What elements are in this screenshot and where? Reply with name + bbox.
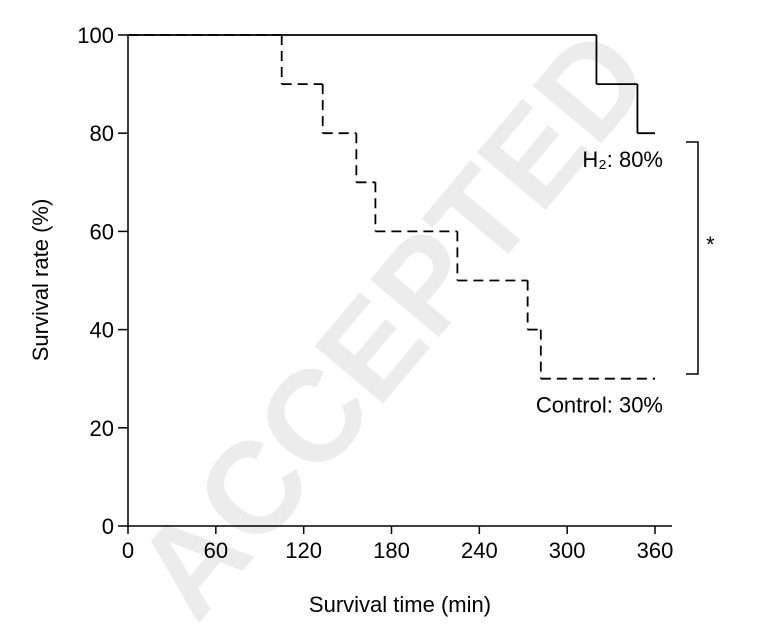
x-tick-label: 300: [549, 538, 586, 563]
y-tick-label: 40: [90, 318, 114, 343]
x-tick-label: 120: [285, 538, 322, 563]
x-tick-label: 60: [204, 538, 228, 563]
y-tick-label: 60: [90, 219, 114, 244]
significance-mark: *: [706, 232, 715, 257]
series-label: Control: 30%: [536, 393, 663, 418]
y-tick-label: 0: [102, 514, 114, 539]
x-axis-label: Survival time (min): [309, 592, 491, 617]
y-tick-label: 20: [90, 416, 114, 441]
x-tick-label: 0: [122, 538, 134, 563]
y-tick-label: 80: [90, 121, 114, 146]
y-tick-label: 100: [77, 23, 114, 48]
x-tick-label: 180: [373, 538, 410, 563]
series-label: H₂: 80%: [582, 147, 663, 172]
y-axis-label: Survival rate (%): [28, 199, 53, 362]
x-tick-label: 240: [461, 538, 498, 563]
x-tick-label: 360: [637, 538, 674, 563]
significance-bracket: [686, 141, 699, 375]
